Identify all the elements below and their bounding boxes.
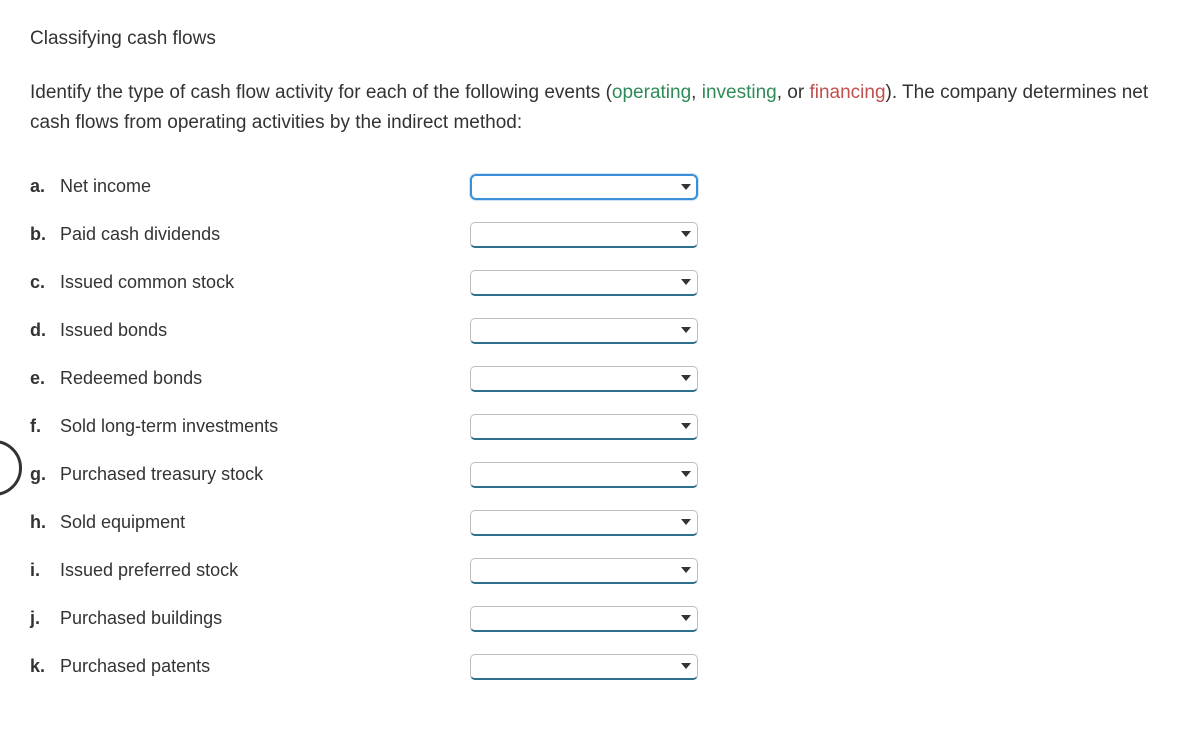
select-wrap — [470, 366, 698, 392]
item-label: i. Issued preferred stock — [30, 560, 470, 581]
item-label: f. Sold long-term investments — [30, 416, 470, 437]
keyword-operating: operating — [612, 82, 691, 103]
chevron-down-icon — [681, 471, 691, 477]
instructions-sep1: , — [691, 82, 702, 103]
item-text: Issued bonds — [60, 320, 167, 341]
item-label: d. Issued bonds — [30, 320, 470, 341]
item-letter: h. — [30, 512, 52, 533]
select-wrap — [470, 654, 698, 680]
item-row: b. Paid cash dividends — [30, 211, 1170, 259]
item-text: Paid cash dividends — [60, 224, 220, 245]
item-label: b. Paid cash dividends — [30, 224, 470, 245]
chevron-down-icon — [681, 231, 691, 237]
item-row: g. Purchased treasury stock — [30, 451, 1170, 499]
item-letter: a. — [30, 176, 52, 197]
select-wrap — [470, 222, 698, 248]
item-row: h. Sold equipment — [30, 499, 1170, 547]
cashflow-type-select[interactable] — [470, 414, 698, 440]
item-letter: f. — [30, 416, 52, 437]
select-wrap — [470, 462, 698, 488]
item-letter: b. — [30, 224, 52, 245]
item-letter: d. — [30, 320, 52, 341]
select-wrap — [470, 510, 698, 536]
item-row: d. Issued bonds — [30, 307, 1170, 355]
item-text: Sold long-term investments — [60, 416, 278, 437]
item-text: Issued preferred stock — [60, 560, 238, 581]
item-label: k. Purchased patents — [30, 656, 470, 677]
item-label: j. Purchased buildings — [30, 608, 470, 629]
instructions-text: Identify the type of cash flow activity … — [30, 78, 1170, 139]
item-label: h. Sold equipment — [30, 512, 470, 533]
item-label: c. Issued common stock — [30, 272, 470, 293]
items-list: a. Net income b. Paid cash dividends c. Issue… — [30, 163, 1170, 691]
item-row: i. Issued preferred stock — [30, 547, 1170, 595]
item-label: g. Purchased treasury stock — [30, 464, 470, 485]
chevron-down-icon — [681, 615, 691, 621]
item-letter: c. — [30, 272, 52, 293]
instructions-pre: Identify the type of cash flow activity … — [30, 82, 612, 103]
item-text: Redeemed bonds — [60, 368, 202, 389]
item-row: e. Redeemed bonds — [30, 355, 1170, 403]
cashflow-type-select[interactable] — [470, 222, 698, 248]
select-wrap — [470, 318, 698, 344]
cashflow-type-select[interactable] — [470, 606, 698, 632]
cashflow-type-select[interactable] — [470, 318, 698, 344]
keyword-investing: investing — [702, 82, 777, 103]
cashflow-type-select[interactable] — [470, 654, 698, 680]
item-letter: i. — [30, 560, 52, 581]
item-text: Net income — [60, 176, 151, 197]
item-label: e. Redeemed bonds — [30, 368, 470, 389]
item-text: Purchased patents — [60, 656, 210, 677]
item-text: Issued common stock — [60, 272, 234, 293]
item-row: k. Purchased patents — [30, 643, 1170, 691]
item-row: f. Sold long-term investments — [30, 403, 1170, 451]
chevron-down-icon — [681, 375, 691, 381]
chevron-down-icon — [681, 279, 691, 285]
page-title: Classifying cash flows — [30, 28, 1170, 50]
item-text: Purchased buildings — [60, 608, 222, 629]
item-row: c. Issued common stock — [30, 259, 1170, 307]
chevron-down-icon — [681, 519, 691, 525]
cashflow-type-select[interactable] — [470, 174, 698, 200]
chevron-down-icon — [681, 423, 691, 429]
chevron-down-icon — [681, 567, 691, 573]
item-row: j. Purchased buildings — [30, 595, 1170, 643]
chevron-down-icon — [681, 327, 691, 333]
item-text: Purchased treasury stock — [60, 464, 263, 485]
item-letter: k. — [30, 656, 52, 677]
item-label: a. Net income — [30, 176, 470, 197]
cashflow-type-select[interactable] — [470, 510, 698, 536]
select-wrap — [470, 174, 698, 200]
keyword-financing: financing — [809, 82, 885, 103]
select-wrap — [470, 558, 698, 584]
item-letter: j. — [30, 608, 52, 629]
cashflow-type-select[interactable] — [470, 558, 698, 584]
item-row: a. Net income — [30, 163, 1170, 211]
instructions-sep2: , or — [777, 82, 810, 103]
cashflow-type-select[interactable] — [470, 270, 698, 296]
select-wrap — [470, 606, 698, 632]
item-letter: g. — [30, 464, 52, 485]
item-letter: e. — [30, 368, 52, 389]
select-wrap — [470, 270, 698, 296]
decorative-circle — [0, 440, 22, 496]
chevron-down-icon — [681, 184, 691, 190]
chevron-down-icon — [681, 663, 691, 669]
cashflow-type-select[interactable] — [470, 462, 698, 488]
cashflow-type-select[interactable] — [470, 366, 698, 392]
select-wrap — [470, 414, 698, 440]
item-text: Sold equipment — [60, 512, 185, 533]
